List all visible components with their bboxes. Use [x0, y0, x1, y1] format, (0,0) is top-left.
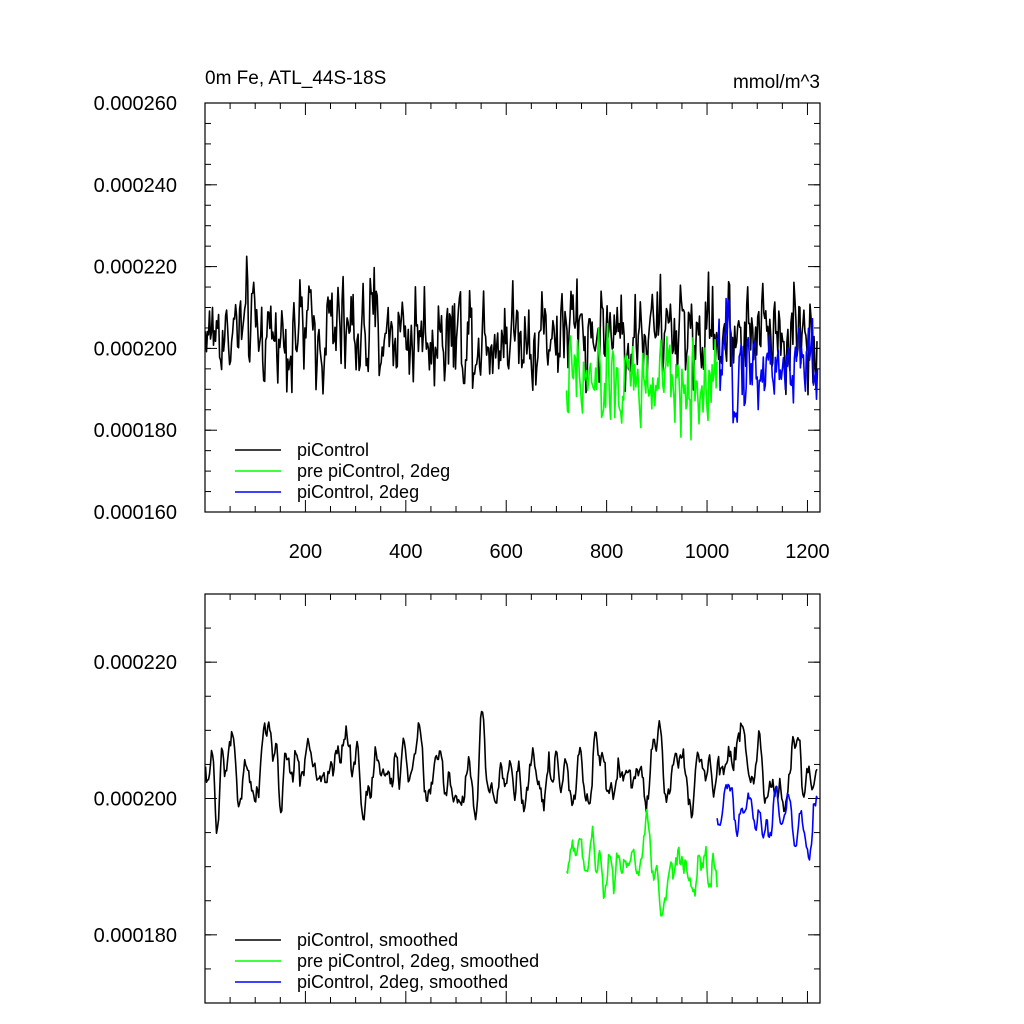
x-tick-label: 800	[590, 541, 623, 563]
x-tick-label: 200	[289, 541, 322, 563]
legend-label: pre piControl, 2deg, smoothed	[297, 951, 539, 971]
x-tick-label: 400	[389, 541, 422, 563]
legend-label: pre piControl, 2deg	[297, 461, 450, 481]
top-axes: 0.000160 0.000180 0.000200 0.000220 0.000240…	[94, 93, 830, 563]
y-tick-label: 0.000220	[94, 652, 177, 674]
bottom-axes: 0.000180 0.000200 0.000220	[94, 593, 821, 1004]
series-picontrol-smoothed-line	[204, 710, 818, 834]
bottom-series-group	[204, 710, 819, 917]
y-tick-label: 0.000240	[94, 175, 177, 197]
bottom-panel: 0.000180 0.000200 0.000220 piControl, smoo…	[94, 593, 821, 1004]
x-tick-label: 600	[490, 541, 523, 563]
y-tick-label: 0.000180	[94, 420, 177, 442]
y-tick-label: 0.000160	[94, 502, 177, 524]
y-tick-label: 0.000200	[94, 338, 177, 360]
legend-label: piControl, 2deg	[297, 482, 419, 502]
series-pre-picontrol-2deg-line	[565, 322, 718, 441]
y-tick-label: 0.000260	[94, 93, 177, 115]
x-tick-label: 1000	[685, 541, 730, 563]
series-picontrol-2deg-line	[716, 297, 819, 424]
legend-label: piControl	[297, 440, 369, 460]
top-series-group	[204, 255, 819, 441]
legend-label: piControl, smoothed	[297, 930, 458, 950]
top-chart-title: 0m Fe, ATL_44S-18S	[205, 68, 386, 89]
y-tick-label: 0.000220	[94, 257, 177, 279]
series-picontrol-2deg-smoothed-line	[716, 783, 819, 861]
y-tick-label: 0.000200	[94, 789, 177, 811]
legend-label: piControl, 2deg, smoothed	[297, 972, 508, 992]
y-tick-label: 0.000180	[94, 925, 177, 947]
series-pre-picontrol-2deg-smoothed-line	[565, 808, 718, 917]
top-chart-units: mmol/m^3	[733, 72, 820, 93]
x-tick-label: 1200	[785, 541, 830, 563]
top-panel: 0m Fe, ATL_44S-18S mmol/m^3 0.0001600.00…	[94, 68, 830, 563]
